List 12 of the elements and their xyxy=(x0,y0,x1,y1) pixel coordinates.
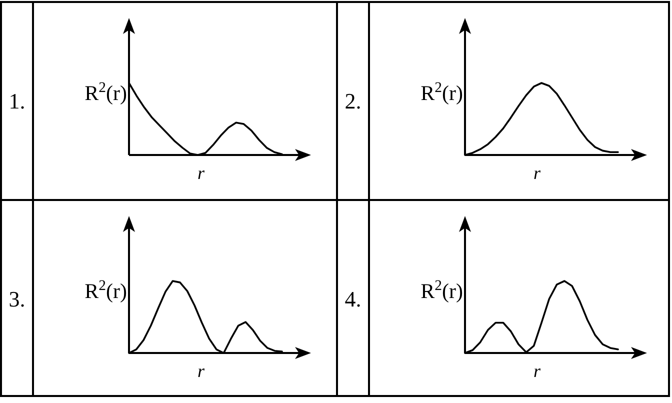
chart-title: 3. xyxy=(8,286,26,312)
chart-title: 4. xyxy=(344,286,362,312)
y-axis-title: R$^{2}$(r) xyxy=(84,278,127,303)
chart-title: 1. xyxy=(8,88,26,114)
y-axis-title: R$^{2}$(r) xyxy=(84,80,127,105)
x-axis-title: r xyxy=(197,163,206,183)
x-axis-title: r xyxy=(533,163,542,183)
chart-title: 2. xyxy=(344,88,362,114)
y-axis-title: R$^{2}$(r) xyxy=(420,278,463,303)
x-axis-title: r xyxy=(533,361,542,381)
x-axis-title: r xyxy=(197,361,206,381)
y-axis-title: R$^{2}$(r) xyxy=(420,80,463,105)
